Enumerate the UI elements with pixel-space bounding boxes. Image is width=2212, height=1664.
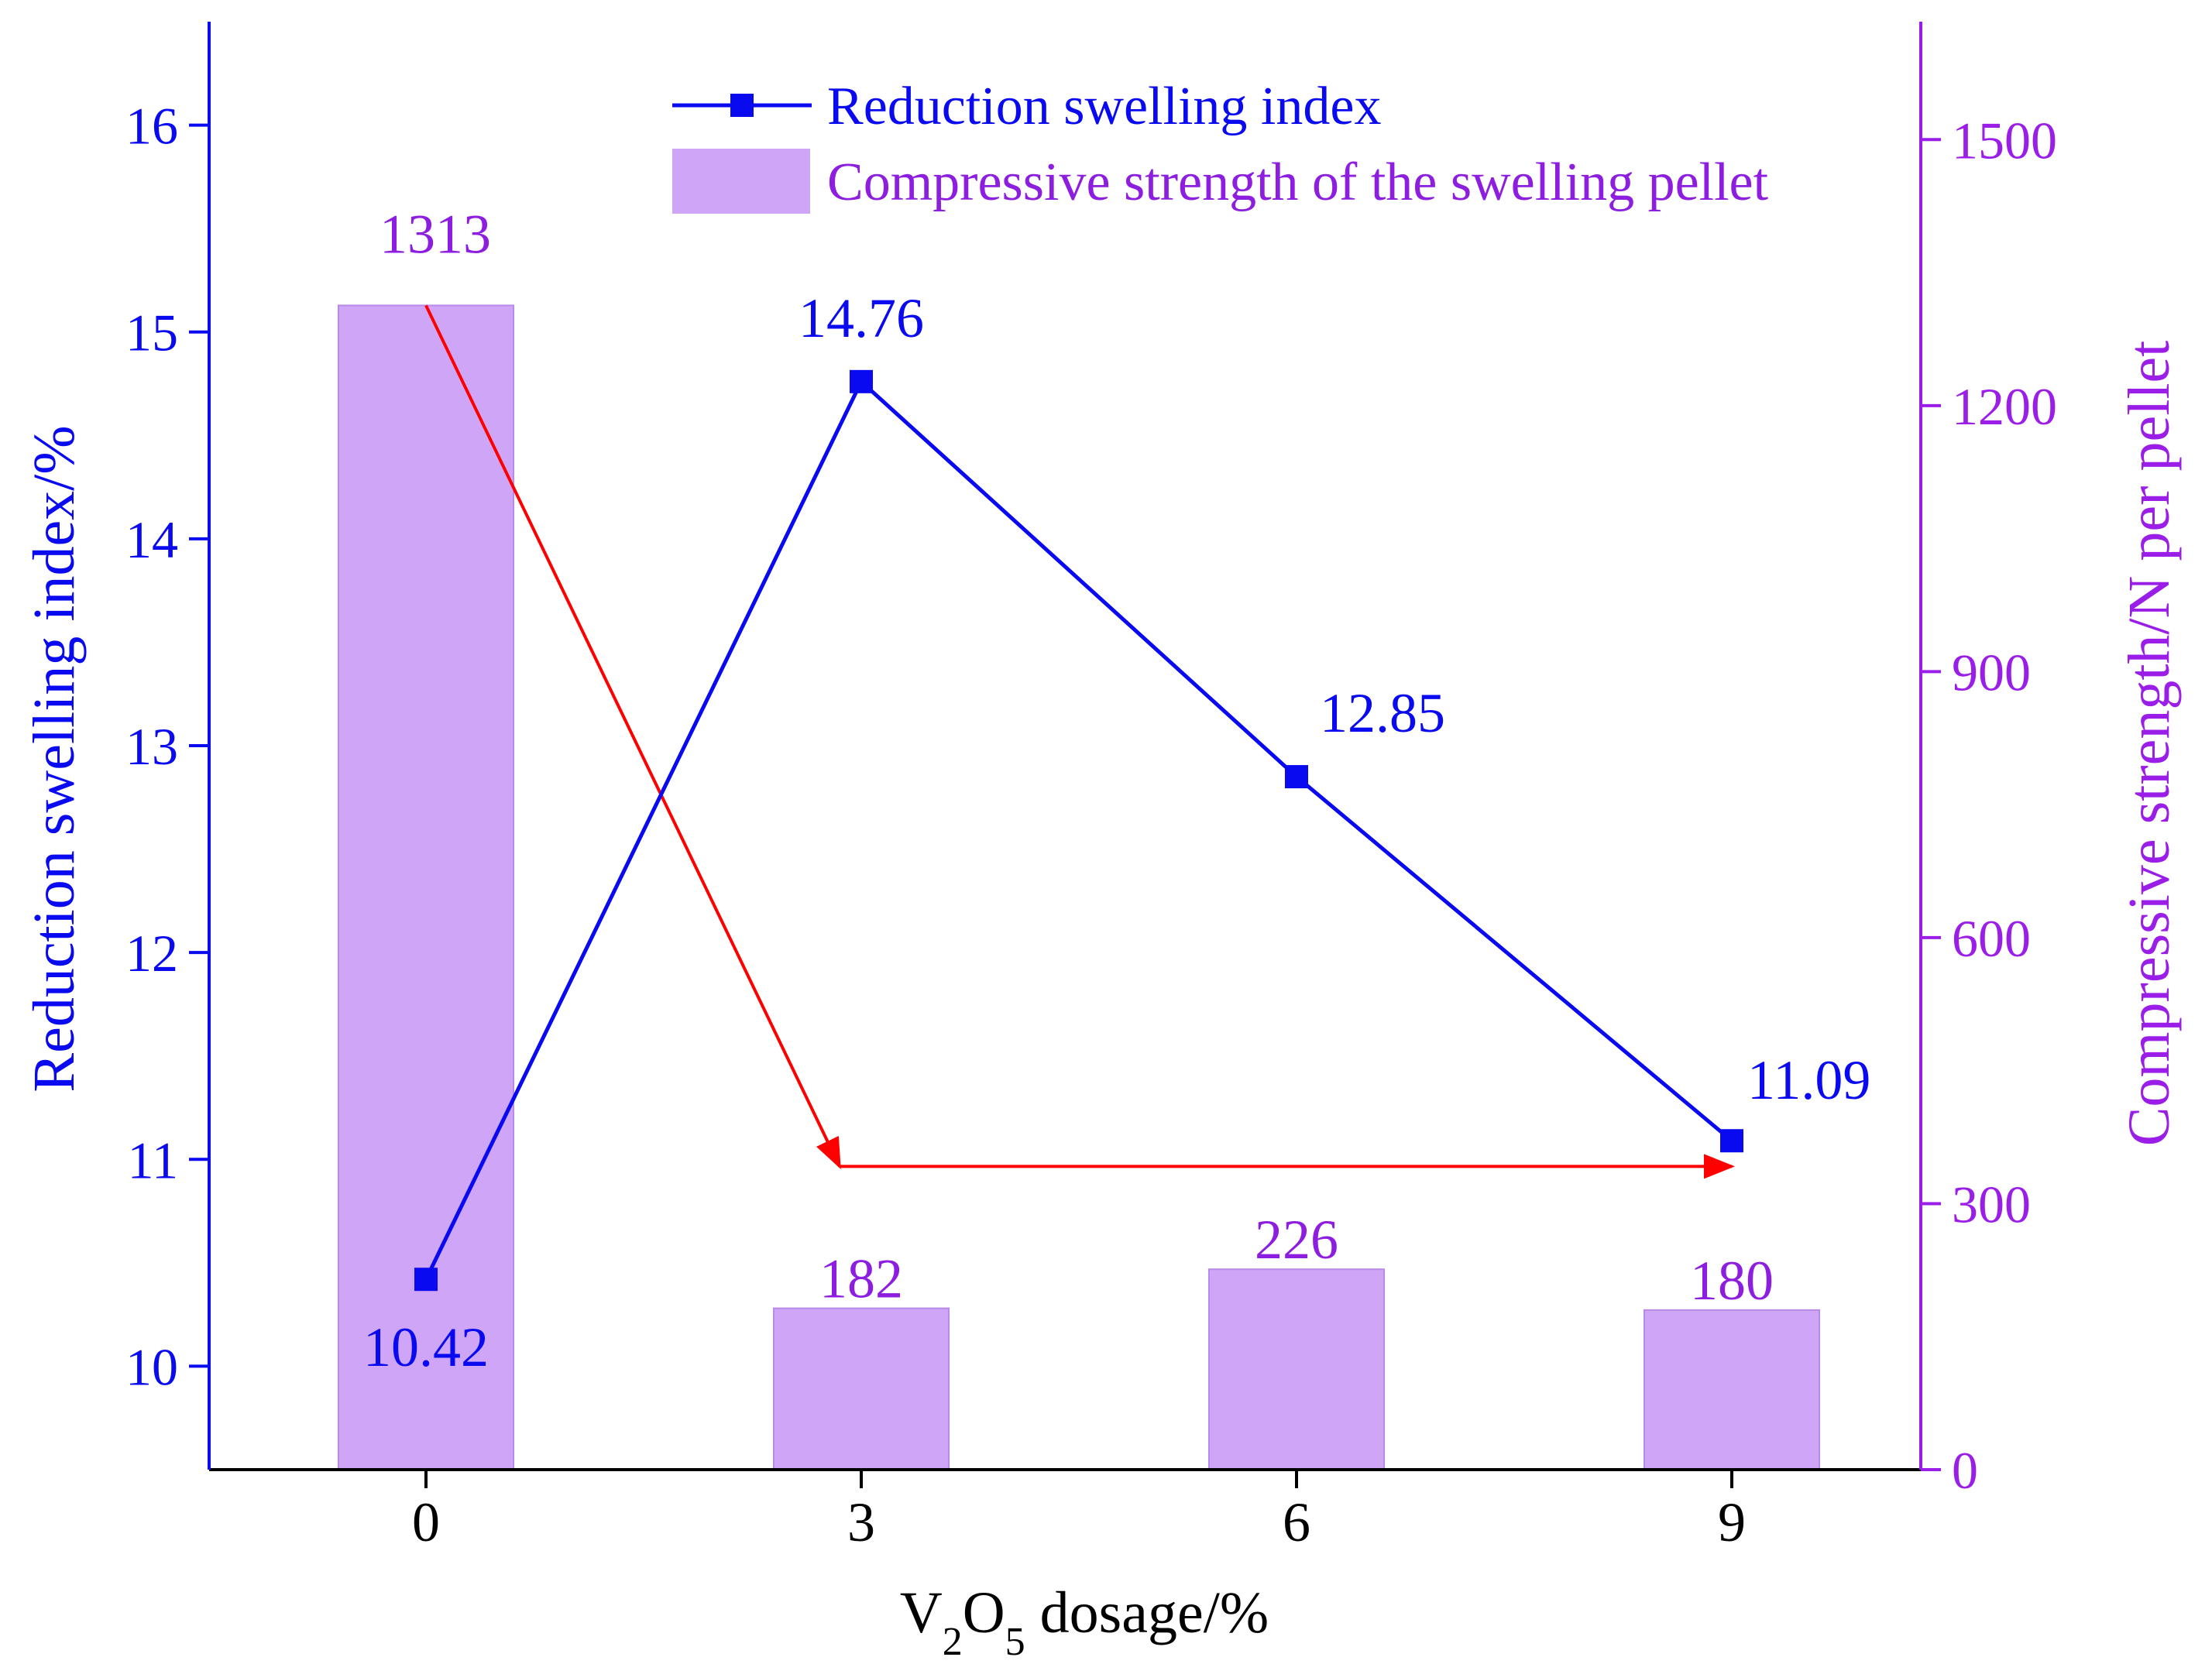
- x-tick-label-6: 6: [1283, 1491, 1310, 1553]
- right-tick-label-0: 0: [1952, 1441, 1978, 1500]
- left-tick-label-15: 15: [125, 304, 178, 362]
- right-y-axis-title: Compressive strength/N per pellet: [2117, 341, 2182, 1147]
- legend-line-label: Reduction swelling index: [827, 77, 1381, 136]
- plot-frame: 10 11 12 13 14 15 16 0 300 600 900 1200 1500 0 3 6 9: [125, 22, 2057, 1553]
- swelling-index-line: [424, 378, 1733, 1281]
- swelling-index-label-6: 12.85: [1320, 682, 1445, 744]
- left-tick-label-13: 13: [125, 717, 178, 776]
- legend-bar-label: Compressive strength of the swelling pel…: [827, 153, 1769, 212]
- x-tick-label-9: 9: [1718, 1491, 1746, 1553]
- left-tick-label-12: 12: [125, 924, 178, 983]
- legend: Reduction swelling index Compressive stre…: [672, 77, 1769, 214]
- left-tick-label-16: 16: [125, 97, 178, 156]
- swelling-index-label-9: 11.09: [1747, 1049, 1870, 1111]
- right-tick-label-1200: 1200: [1952, 377, 2057, 436]
- x-tick-label-3: 3: [847, 1491, 875, 1553]
- strength-label-3: 182: [819, 1248, 903, 1310]
- swelling-index-point-0: [414, 1268, 438, 1292]
- swelling-index-point-9: [1720, 1129, 1743, 1153]
- strength-bar-9: [1644, 1309, 1820, 1471]
- swelling-index-point-3: [850, 369, 873, 393]
- strength-bar-6: [1208, 1268, 1385, 1470]
- right-tick-label-300: 300: [1952, 1175, 2031, 1233]
- data-labels: 10.42 14.76 12.85 11.09 1313 182 226 180: [363, 203, 1870, 1378]
- swelling-index-point-6: [1285, 765, 1308, 789]
- strength-bar-0: [338, 304, 514, 1470]
- annotation-arrows: [424, 304, 1735, 1179]
- legend-line-marker: [730, 94, 754, 117]
- right-tick-label-1500: 1500: [1952, 111, 2057, 170]
- trend-arrow-1: [424, 304, 841, 1169]
- legend-bar-swatch: [672, 149, 810, 214]
- strength-bar-3: [773, 1307, 950, 1471]
- right-tick-label-900: 900: [1952, 643, 2031, 702]
- left-tick-label-10: 10: [125, 1337, 178, 1396]
- right-tick-label-600: 600: [1952, 909, 2031, 968]
- strength-label-6: 226: [1255, 1209, 1338, 1271]
- swelling-index-label-3: 14.76: [799, 287, 924, 349]
- left-y-axis-title: Reduction swelling index/%: [22, 425, 87, 1092]
- left-tick-label-14: 14: [125, 510, 178, 569]
- strength-label-0: 1313: [380, 203, 491, 265]
- left-tick-label-11: 11: [128, 1130, 178, 1189]
- strength-label-9: 180: [1690, 1250, 1774, 1312]
- x-axis-title: V2O5 dosage/%: [900, 1580, 1269, 1664]
- x-tick-label-0: 0: [412, 1491, 440, 1553]
- swelling-index-label-0: 10.42: [363, 1316, 489, 1378]
- bars-layer: [338, 304, 1820, 1471]
- swelling-index-series: [414, 369, 1743, 1292]
